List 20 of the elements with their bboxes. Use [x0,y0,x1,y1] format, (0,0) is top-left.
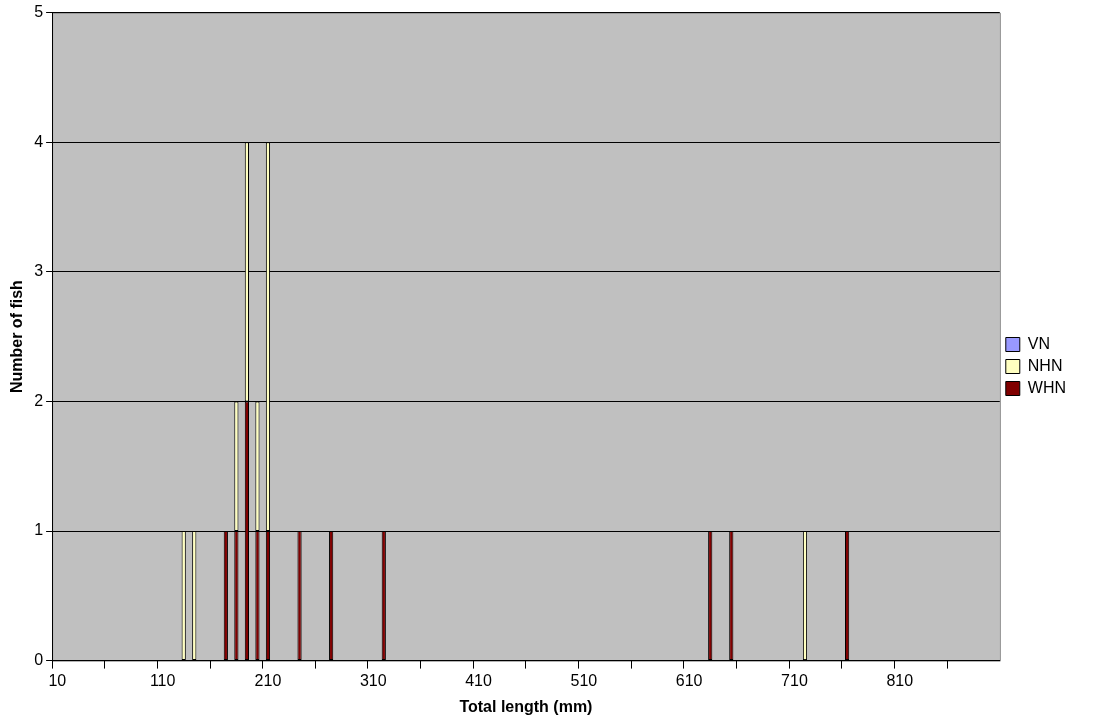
y-tick-label: 0 [34,651,44,669]
x-tick-label: 210 [254,671,282,689]
legend-label: NHN [1027,356,1063,374]
x-tick-label: 310 [359,671,387,689]
y-tick-label: 1 [34,521,44,539]
y-tick-label: 4 [34,132,44,150]
y-tick-label: 2 [34,391,44,409]
x-tick-label: 610 [675,671,703,689]
x-tick-label: 10 [48,671,67,689]
x-tick-label: 410 [465,671,492,689]
legend-label: VN [1027,334,1051,352]
x-axis-title: Total length (mm) [459,697,593,715]
x-tick-label: 510 [570,671,598,689]
legend-label: WHN [1027,378,1067,396]
y-tick-label: 5 [34,3,44,21]
x-tick-label: 810 [886,671,914,689]
y-axis-title: Number of fish [8,280,26,394]
x-tick-label: 110 [149,671,176,689]
x-tick-label: 710 [781,671,808,689]
y-tick-label: 3 [34,262,44,280]
